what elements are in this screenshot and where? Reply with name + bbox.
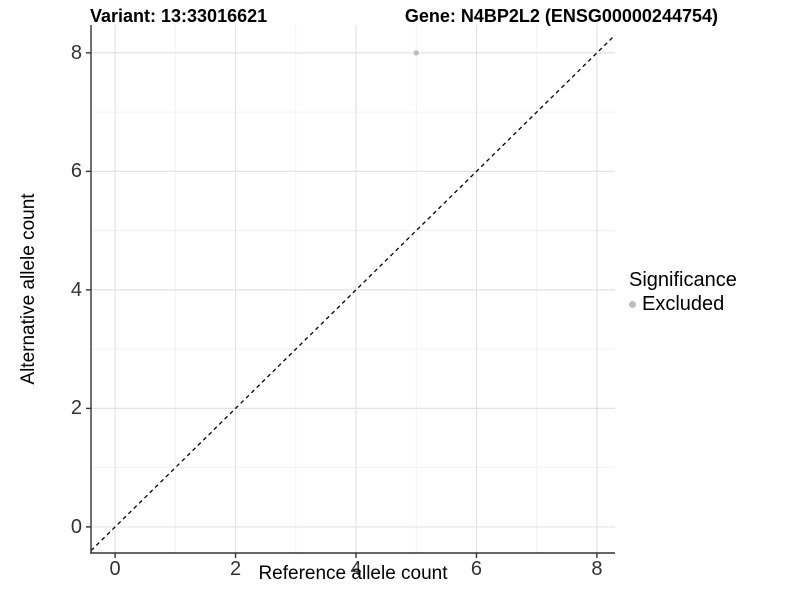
x-tick-label: 4	[350, 558, 362, 580]
y-tick-label: 2	[70, 397, 82, 420]
x-tick-label: 0	[109, 558, 121, 580]
x-tick-label: 8	[591, 558, 603, 580]
x-axis-title: Reference allele count	[258, 563, 448, 584]
legend: Significance Excluded	[629, 269, 737, 315]
y-tick-label: 0	[70, 515, 82, 538]
legend-title: Significance	[629, 269, 737, 291]
excluded-point-marker-icon	[629, 300, 636, 308]
y-tick-label: 6	[70, 160, 82, 183]
y-tick-label: 4	[70, 278, 82, 301]
legend-item-label: Excluded	[642, 293, 725, 315]
identity-dashed-line	[90, 34, 616, 552]
data-point	[413, 50, 419, 56]
x-tick-label: 2	[229, 558, 242, 580]
y-axis-title: Alternative allele count	[18, 193, 39, 385]
gene-title: Gene: N4BP2L2 (ENSG00000244754)	[404, 6, 718, 26]
legend-item-excluded: Excluded	[629, 293, 737, 315]
y-tick-label: 8	[70, 41, 82, 64]
variant-title: Variant: 13:33016621	[90, 6, 268, 26]
x-tick-label: 6	[470, 558, 483, 580]
